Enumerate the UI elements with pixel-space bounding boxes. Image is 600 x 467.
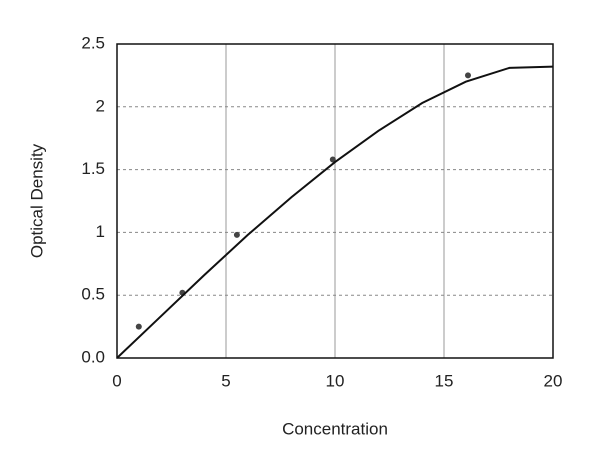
data-point (135, 323, 142, 330)
fit-curve (116, 65, 554, 359)
data-point (233, 231, 240, 238)
data-point (464, 72, 471, 79)
y-axis-label: Optical Density (27, 143, 46, 258)
x-tick-label: 5 (221, 371, 230, 390)
y-tick-label: 1 (96, 222, 105, 241)
x-tick-label: 0 (112, 371, 121, 390)
x-tick-label: 20 (544, 371, 563, 390)
data-point (329, 156, 336, 163)
y-tick-label: 2 (96, 96, 105, 115)
y-tick-label: 1.5 (81, 159, 105, 178)
x-tick-label: 10 (326, 371, 345, 390)
y-tick-label: 0.0 (81, 347, 105, 366)
y-tick-label: 2.5 (81, 33, 105, 52)
y-tick-label: 0.5 (81, 285, 105, 304)
x-axis-label: Concentration (282, 419, 388, 438)
x-tick-label: 15 (435, 371, 454, 390)
plot-border (116, 43, 554, 359)
